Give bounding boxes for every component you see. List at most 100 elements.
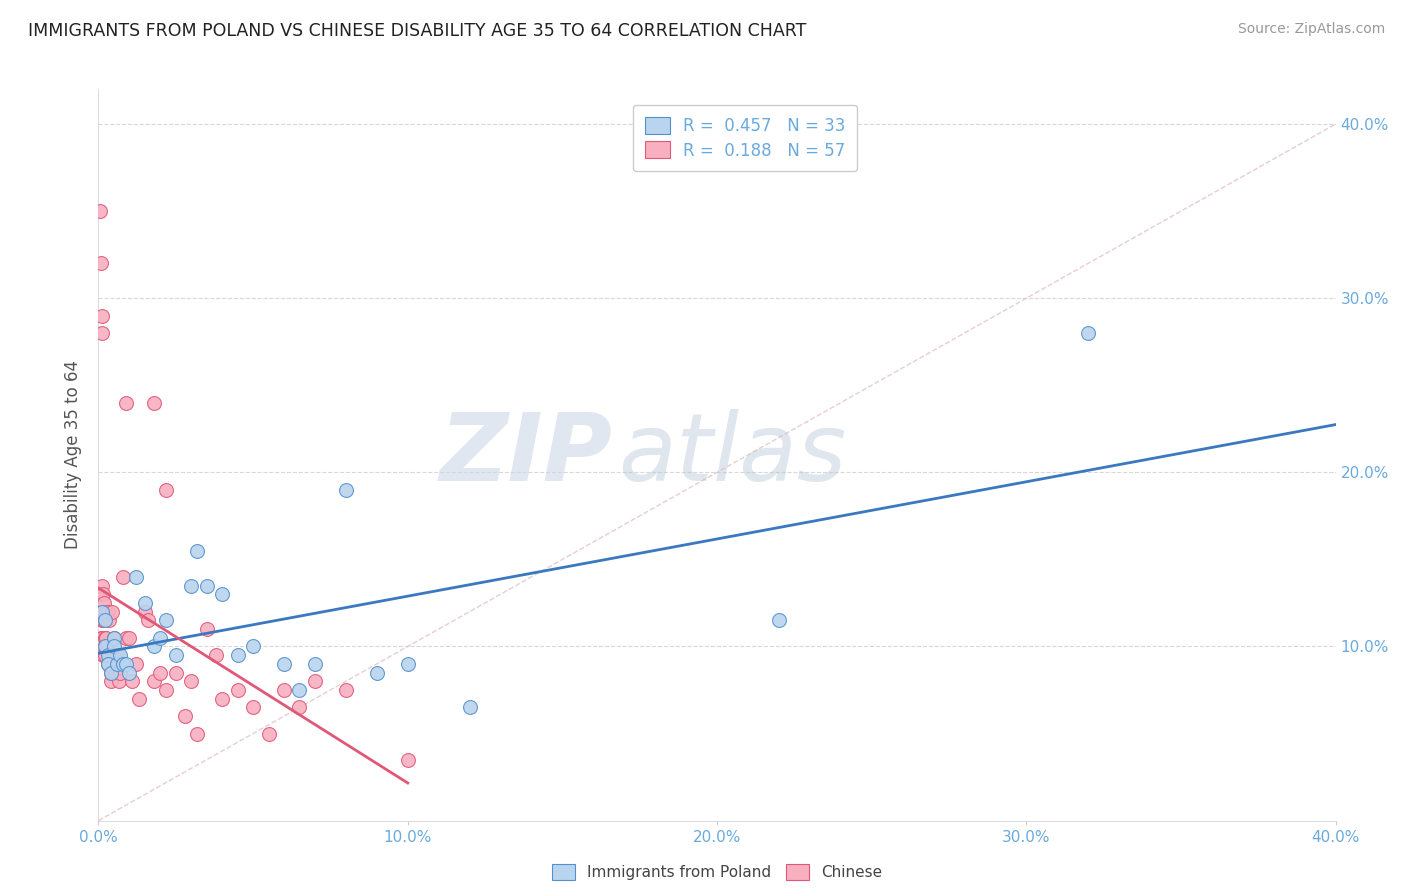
Point: [242, 640, 264, 654]
Point: [121, 674, 143, 689]
Point: [90, 631, 112, 645]
Point: [112, 657, 135, 671]
Point: [180, 578, 202, 592]
Point: [118, 665, 141, 680]
Point: [195, 622, 218, 636]
Point: [136, 613, 159, 627]
Point: [90, 309, 112, 323]
Point: [165, 665, 187, 680]
Point: [226, 648, 249, 663]
Y-axis label: Disability Age 35 to 64: Disability Age 35 to 64: [65, 360, 83, 549]
Point: [96, 640, 118, 654]
Point: [288, 683, 311, 698]
Point: [104, 665, 127, 680]
Point: [93, 613, 115, 627]
Point: [100, 674, 122, 689]
Point: [134, 605, 156, 619]
Point: [98, 613, 121, 627]
Point: [118, 631, 141, 645]
Point: [143, 640, 166, 654]
Point: [90, 605, 112, 619]
Point: [335, 483, 357, 497]
Text: atlas: atlas: [619, 409, 846, 500]
Point: [195, 578, 218, 592]
Point: [94, 648, 117, 663]
Point: [103, 631, 125, 645]
Text: Source: ZipAtlas.com: Source: ZipAtlas.com: [1237, 22, 1385, 37]
Point: [115, 395, 138, 409]
Point: [174, 709, 197, 723]
Point: [97, 657, 120, 671]
Point: [128, 691, 150, 706]
Point: [90, 256, 112, 270]
Point: [91, 648, 114, 663]
Point: [205, 648, 228, 663]
Point: [257, 726, 280, 740]
Point: [335, 683, 357, 698]
Point: [101, 605, 124, 619]
Point: [165, 648, 187, 663]
Point: [105, 657, 128, 671]
Point: [768, 613, 790, 627]
Point: [96, 631, 118, 645]
Point: [242, 700, 264, 714]
Point: [89, 204, 111, 219]
Point: [108, 648, 131, 663]
Point: [124, 657, 146, 671]
Point: [97, 605, 120, 619]
Point: [273, 683, 295, 698]
Point: [103, 648, 125, 663]
Point: [149, 665, 172, 680]
Point: [288, 700, 311, 714]
Point: [396, 753, 419, 767]
Point: [105, 648, 128, 663]
Point: [134, 596, 156, 610]
Point: [90, 605, 112, 619]
Point: [180, 674, 202, 689]
Point: [90, 640, 112, 654]
Point: [91, 631, 114, 645]
Point: [1077, 326, 1099, 340]
Point: [89, 587, 111, 601]
Point: [115, 657, 138, 671]
Point: [143, 395, 166, 409]
Legend: Immigrants from Poland, Chinese: Immigrants from Poland, Chinese: [546, 858, 889, 886]
Point: [108, 665, 131, 680]
Point: [211, 691, 233, 706]
Point: [304, 674, 326, 689]
Point: [226, 683, 249, 698]
Point: [97, 648, 120, 663]
Point: [100, 665, 122, 680]
Point: [91, 613, 114, 627]
Point: [93, 640, 115, 654]
Point: [91, 326, 114, 340]
Point: [186, 726, 208, 740]
Point: [155, 683, 177, 698]
Point: [143, 674, 166, 689]
Point: [304, 657, 326, 671]
Point: [155, 483, 177, 497]
Text: ZIP: ZIP: [439, 409, 612, 501]
Point: [112, 570, 135, 584]
Text: IMMIGRANTS FROM POLAND VS CHINESE DISABILITY AGE 35 TO 64 CORRELATION CHART: IMMIGRANTS FROM POLAND VS CHINESE DISABI…: [28, 22, 807, 40]
Point: [93, 596, 115, 610]
Point: [107, 674, 129, 689]
Point: [155, 613, 177, 627]
Point: [211, 587, 233, 601]
Point: [186, 543, 208, 558]
Point: [93, 631, 115, 645]
Point: [90, 578, 112, 592]
Point: [97, 657, 120, 671]
Point: [115, 631, 138, 645]
Point: [91, 587, 114, 601]
Point: [396, 657, 419, 671]
Point: [100, 665, 122, 680]
Point: [93, 613, 115, 627]
Point: [103, 640, 125, 654]
Point: [273, 657, 295, 671]
Point: [458, 700, 481, 714]
Point: [96, 605, 118, 619]
Point: [90, 613, 112, 627]
Point: [124, 570, 146, 584]
Point: [149, 631, 172, 645]
